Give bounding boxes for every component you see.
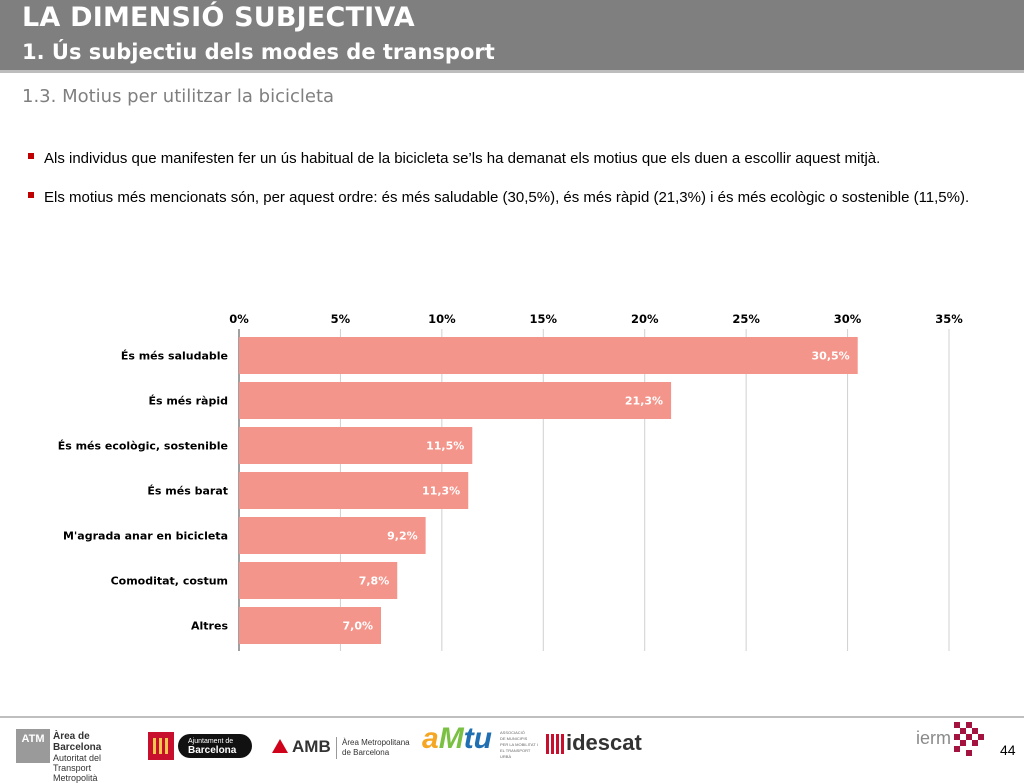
bullet-square-icon	[28, 153, 34, 159]
bullet-item: Als individus que manifesten fer un ús h…	[28, 148, 986, 170]
data-label: 11,5%	[426, 440, 464, 453]
slide-header: LA DIMENSIÓ SUBJECTIVA 1. Ús subjectiu d…	[0, 0, 1024, 73]
data-label: 7,8%	[359, 575, 390, 588]
amtu-logo: aMtu ASSOCIACIÓ DE MUNICIPIS PER LA MOBI…	[422, 722, 538, 759]
page-number: 44	[1000, 742, 1016, 758]
bar	[239, 337, 858, 374]
data-label: 21,3%	[625, 395, 663, 408]
atm-logo: ATM Àrea de Barcelona Autoritat del Tran…	[16, 729, 128, 783]
atm-mark: ATM	[16, 729, 50, 763]
x-tick-label: 30%	[834, 312, 862, 326]
x-tick-label: 0%	[229, 312, 249, 326]
x-tick-label: 35%	[935, 312, 963, 326]
bar	[239, 607, 381, 644]
ierm-logo: ierm	[916, 722, 986, 758]
idescat-mark-icon	[546, 734, 564, 754]
bar	[239, 562, 398, 599]
ajuntament-barcelona-logo: Ajuntament de Barcelona	[148, 730, 254, 762]
ierm-grid-icon	[954, 722, 984, 756]
slide-title: LA DIMENSIÓ SUBJECTIVA	[22, 2, 415, 33]
bar-chart: 0% 5% 10% 15% 20% 25% 30% 35% És més saludable 30…	[58, 312, 963, 651]
atm-text: Àrea de Barcelona Autoritat del Transpor…	[53, 731, 102, 783]
category-label: És més barat	[147, 485, 228, 498]
bullet-list: Als individus que manifesten fer un ús h…	[28, 148, 986, 226]
x-tick-label: 10%	[428, 312, 456, 326]
amb-logo: AMB Àrea Metropolitana de Barcelona	[272, 735, 412, 759]
bar	[239, 472, 469, 509]
amb-triangle-icon	[272, 739, 288, 753]
data-label: 30,5%	[812, 350, 850, 363]
bar	[239, 427, 473, 464]
category-label: És més saludable	[121, 350, 228, 363]
category-label: Altres	[191, 620, 228, 633]
barcelona-pill: Ajuntament de Barcelona	[178, 734, 252, 758]
idescat-logo: idescat	[546, 730, 650, 758]
data-label: 7,0%	[342, 620, 373, 633]
category-label: Comoditat, costum	[111, 575, 228, 588]
data-label: 9,2%	[387, 530, 418, 543]
x-tick-label: 15%	[530, 312, 558, 326]
bullet-text: Els motius més mencionats són, per aques…	[44, 189, 970, 206]
bullet-item: Els motius més mencionats són, per aques…	[28, 187, 986, 209]
footer-divider	[0, 716, 1024, 718]
x-tick-label: 5%	[331, 312, 351, 326]
data-label: 11,3%	[422, 485, 460, 498]
slide-subtitle: 1. Ús subjectiu dels modes de transport	[22, 40, 495, 64]
category-label: És més ecològic, sostenible	[58, 440, 228, 453]
bullet-square-icon	[28, 192, 34, 198]
bar	[239, 382, 672, 419]
bar	[239, 517, 426, 554]
category-label: És més ràpid	[148, 395, 228, 408]
section-title: 1.3. Motius per utilitzar la bicicleta	[22, 86, 335, 107]
barcelona-shield-icon	[148, 732, 174, 760]
x-tick-label: 20%	[631, 312, 659, 326]
category-label: M'agrada anar en bicicleta	[63, 530, 228, 543]
bullet-text: Als individus que manifesten fer un ús h…	[44, 150, 881, 167]
x-tick-label: 25%	[732, 312, 760, 326]
